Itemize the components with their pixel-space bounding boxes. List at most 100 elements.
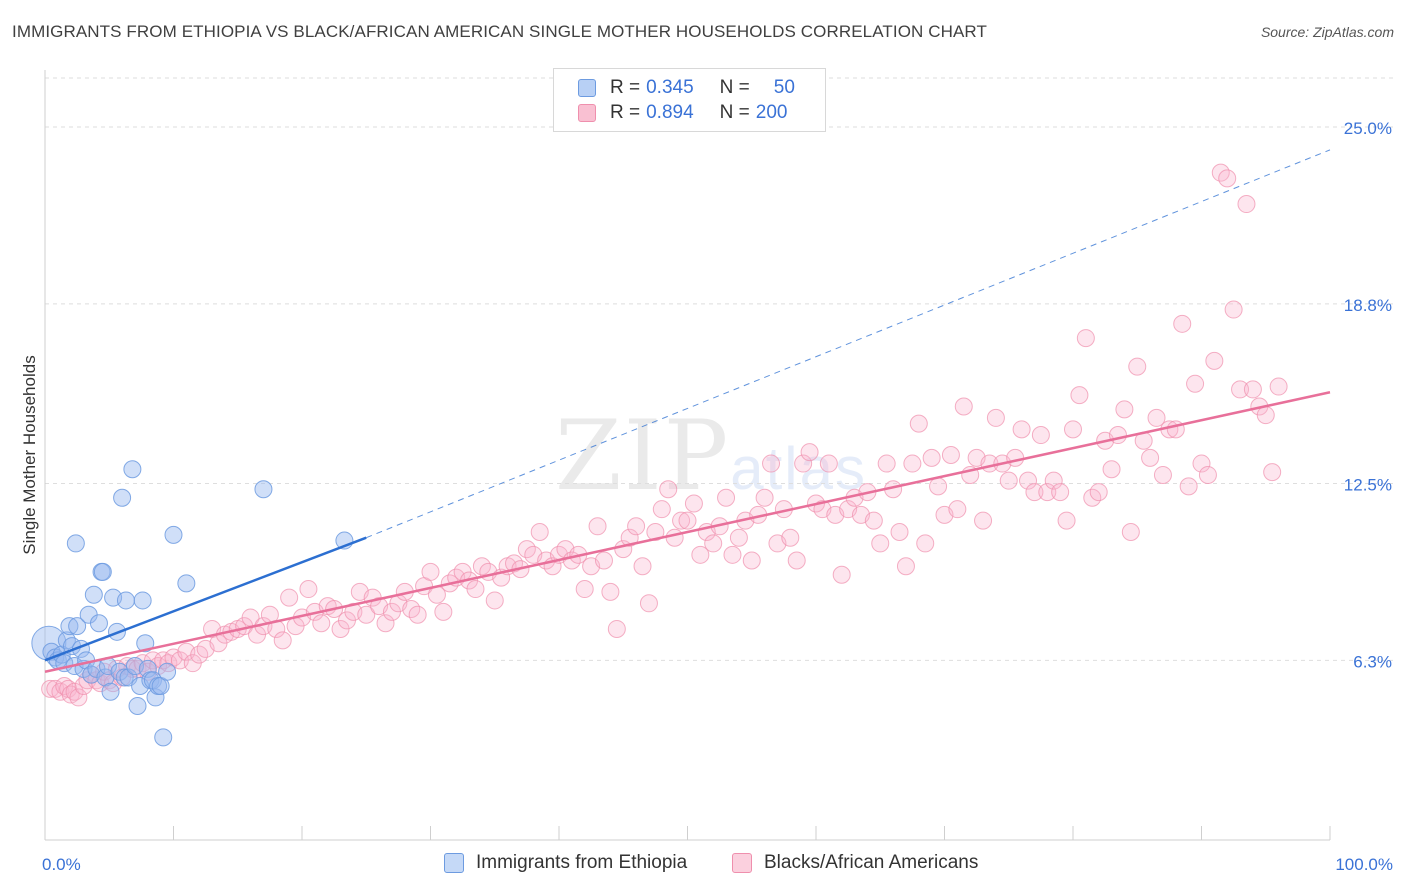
data-point-ethiopia bbox=[154, 728, 173, 747]
data-point-black bbox=[742, 551, 761, 570]
data-point-black bbox=[357, 605, 376, 624]
data-point-black bbox=[1141, 448, 1160, 467]
data-point-black bbox=[41, 679, 60, 698]
legend-n-label: N = bbox=[719, 102, 750, 123]
legend-r-value: 0.345 bbox=[646, 77, 694, 98]
data-point-black bbox=[273, 631, 292, 650]
data-point-black bbox=[665, 528, 684, 547]
data-point-black bbox=[1006, 448, 1025, 467]
data-point-black bbox=[1192, 454, 1211, 473]
data-point-black bbox=[530, 523, 549, 541]
data-point-black bbox=[1179, 477, 1198, 496]
data-point-black bbox=[1198, 465, 1217, 484]
data-point-black bbox=[1218, 169, 1237, 188]
data-point-ethiopia bbox=[254, 480, 273, 499]
data-point-black bbox=[1064, 420, 1082, 439]
data-point-black bbox=[1237, 195, 1256, 214]
data-point-ethiopia bbox=[116, 591, 135, 610]
data-point-black bbox=[408, 605, 427, 624]
data-point-black bbox=[646, 523, 665, 541]
x-tick-label-min: 0.0% bbox=[42, 855, 81, 874]
data-point-black bbox=[1012, 420, 1031, 439]
series-legend: Immigrants from Ethiopia Blacks/African … bbox=[0, 852, 1406, 878]
data-point-black bbox=[903, 454, 922, 473]
data-point-black bbox=[1186, 374, 1205, 393]
data-point-black bbox=[871, 534, 890, 553]
data-point-black bbox=[376, 614, 395, 633]
data-point-black bbox=[922, 448, 941, 467]
data-point-black bbox=[723, 545, 742, 564]
data-point-black bbox=[948, 500, 967, 519]
legend-r-label: R = bbox=[610, 77, 641, 98]
data-point-ethiopia bbox=[101, 682, 120, 701]
data-point-black bbox=[896, 557, 915, 576]
data-point-black bbox=[1076, 329, 1095, 348]
data-point-ethiopia bbox=[123, 460, 142, 479]
data-point-ethiopia bbox=[66, 534, 85, 553]
data-point-ethiopia bbox=[68, 617, 87, 636]
data-point-black bbox=[1051, 483, 1070, 502]
trend-line-black bbox=[44, 391, 1331, 673]
data-point-ethiopia bbox=[82, 665, 101, 684]
data-point-black bbox=[627, 517, 646, 536]
data-point-black bbox=[1153, 465, 1172, 484]
data-point-black bbox=[877, 454, 896, 473]
data-point-black bbox=[800, 443, 819, 462]
data-point-black bbox=[280, 588, 299, 607]
data-point-black bbox=[466, 580, 485, 599]
data-point-black bbox=[1019, 471, 1038, 490]
series-label-ethiopia: Immigrants from Ethiopia bbox=[476, 852, 688, 873]
data-point-black bbox=[755, 488, 774, 507]
data-point-ethiopia bbox=[60, 617, 79, 636]
data-point-black bbox=[1025, 483, 1044, 502]
data-point-black bbox=[672, 511, 691, 530]
data-point-black bbox=[864, 511, 883, 530]
data-point-black bbox=[1115, 400, 1134, 419]
data-point-black bbox=[954, 397, 973, 416]
data-point-black bbox=[575, 580, 594, 599]
data-point-ethiopia bbox=[158, 662, 177, 681]
x-tick-label-max: 100.0% bbox=[1335, 855, 1393, 874]
data-point-black bbox=[704, 534, 723, 553]
data-point-black bbox=[717, 488, 736, 507]
data-point-black bbox=[929, 477, 948, 496]
data-point-black bbox=[941, 446, 960, 464]
data-point-black bbox=[1038, 483, 1057, 502]
data-point-black bbox=[69, 688, 88, 707]
data-point-black bbox=[890, 523, 909, 541]
data-point-black bbox=[986, 408, 1005, 427]
data-point-black bbox=[787, 551, 806, 570]
data-point-black bbox=[1128, 357, 1147, 376]
data-point-black bbox=[1256, 406, 1275, 425]
series-swatch-ethiopia bbox=[444, 853, 464, 873]
data-point-black bbox=[1243, 380, 1262, 399]
data-point-black bbox=[1263, 463, 1282, 482]
data-point-black bbox=[684, 494, 703, 513]
data-point-ethiopia bbox=[115, 668, 134, 687]
data-point-ethiopia bbox=[146, 688, 165, 707]
series-legend-black: Blacks/African Americans bbox=[732, 852, 978, 874]
data-point-ethiopia bbox=[89, 614, 108, 633]
legend-row-ethiopia: R = 0.345 N = 50 bbox=[578, 77, 795, 99]
legend-row-black: R = 0.894 N = 200 bbox=[578, 102, 787, 124]
data-point-ethiopia bbox=[136, 634, 155, 653]
data-point-black bbox=[974, 511, 993, 530]
legend-n-value: 50 bbox=[773, 77, 795, 98]
y-axis-label: Single Mother Households bbox=[20, 355, 39, 555]
data-point-black bbox=[659, 480, 678, 499]
data-point-black bbox=[1070, 386, 1089, 405]
data-point-black bbox=[678, 511, 697, 530]
data-point-black bbox=[652, 500, 671, 519]
trend-line-ethiopia bbox=[44, 536, 367, 662]
series-swatch-black bbox=[732, 853, 752, 873]
data-point-black bbox=[143, 651, 162, 670]
data-point-black bbox=[999, 471, 1018, 490]
correlation-legend: R = 0.345 N = 50 R = 0.894 N = 200 bbox=[553, 68, 826, 132]
data-point-black bbox=[916, 534, 935, 553]
trend-line-ethiopia-extension bbox=[366, 149, 1331, 539]
data-point-black bbox=[832, 565, 851, 584]
data-point-black bbox=[299, 580, 318, 599]
data-point-black bbox=[421, 562, 440, 581]
data-point-ethiopia bbox=[138, 659, 157, 678]
y-tick-label: 25.0% bbox=[1344, 119, 1392, 138]
